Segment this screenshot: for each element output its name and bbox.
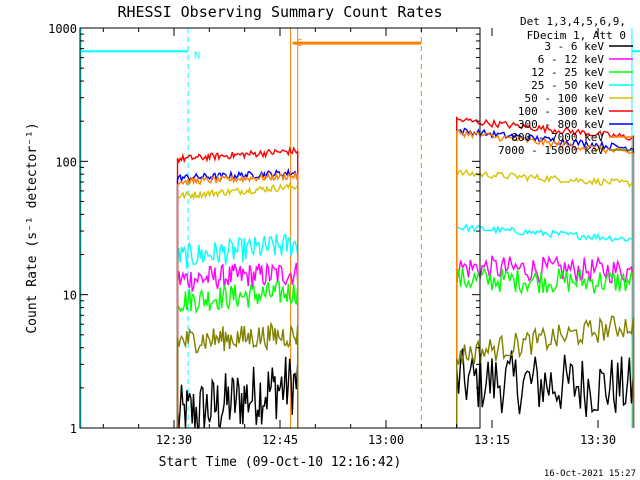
x-tick-label: 12:45 <box>262 433 298 447</box>
legend-entry-label: 25 - 50 keV <box>531 79 604 92</box>
x-tick-label: 12:30 <box>156 433 192 447</box>
legend-entry-label: 6 - 12 keV <box>538 53 605 66</box>
region-annotation: N <box>194 51 200 62</box>
series-layer <box>176 116 635 429</box>
x-tick-label: 13:00 <box>368 433 404 447</box>
chart-title: RHESSI Observing Summary Count Rates <box>117 3 442 21</box>
series-line <box>176 321 299 428</box>
x-tick-label: 13:15 <box>474 433 510 447</box>
series-line <box>176 233 299 428</box>
x-tick-label: 13:30 <box>580 433 616 447</box>
series-line <box>456 254 635 428</box>
series-line <box>456 266 635 428</box>
series-line <box>176 181 299 428</box>
series-line <box>456 127 635 428</box>
series-line <box>456 129 635 428</box>
series-line <box>456 116 635 428</box>
legend-entry-label: 300 - 800 keV <box>518 118 604 131</box>
y-axis-label: Count Rate (s⁻¹ detector⁻¹) <box>25 122 40 333</box>
y-tick-label: 10 <box>63 289 77 303</box>
series-line <box>176 171 299 428</box>
legend: Det 1,3,4,5,6,9,FDecim 1, Att 03 - 6 keV… <box>498 15 633 157</box>
series-line <box>176 356 299 429</box>
series-line <box>456 315 635 428</box>
series-line <box>456 348 635 428</box>
legend-entry-label: 50 - 100 keV <box>525 92 605 105</box>
series-line <box>456 168 635 428</box>
region-annotation: S <box>297 38 303 49</box>
legend-entry-label: 3 - 6 keV <box>544 40 604 53</box>
series-line <box>176 261 299 428</box>
series-line <box>176 167 299 428</box>
y-tick-label: 100 <box>55 155 77 169</box>
legend-header: FDecim 1, Att 0 <box>527 29 626 42</box>
series-line <box>176 280 299 428</box>
legend-entry-label: 100 - 300 keV <box>518 105 604 118</box>
series-line <box>176 145 299 428</box>
legend-entry-label: 12 - 25 keV <box>531 66 604 79</box>
x-axis-label: Start Time (09-Oct-10 12:16:42) <box>159 455 402 470</box>
timestamp: 16-Oct-2021 15:27 <box>544 469 636 479</box>
legend-entry-label: 800 - 7000 keV <box>511 131 604 144</box>
annotation-layer: NS <box>80 28 640 428</box>
y-tick-label: 1000 <box>48 22 77 36</box>
series-line <box>456 223 635 428</box>
legend-header: Det 1,3,4,5,6,9, <box>520 15 626 28</box>
y-tick-label: 1 <box>70 422 77 436</box>
legend-entry-label: 7000 - 15000 keV <box>498 144 604 157</box>
